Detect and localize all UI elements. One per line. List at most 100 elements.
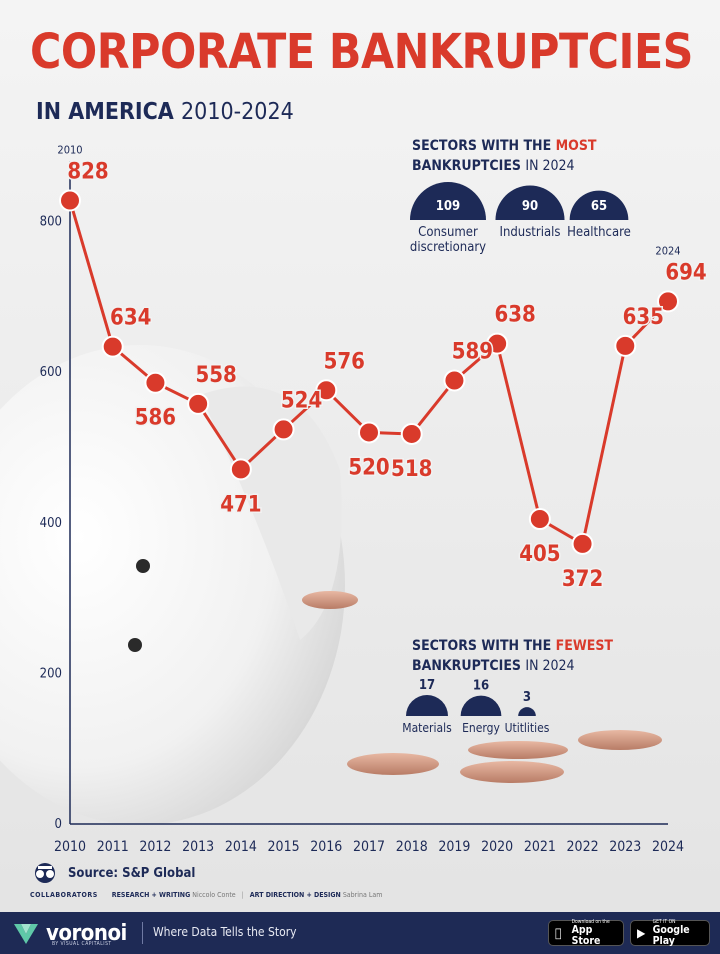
voronoi-logo[interactable]: voronoi xyxy=(12,920,127,946)
sector-fewest-label: Materials xyxy=(402,721,452,735)
data-point xyxy=(528,508,551,531)
data-point xyxy=(571,532,594,555)
coin-icon xyxy=(578,730,662,750)
visual-capitalist-logo-icon xyxy=(35,863,55,883)
data-label: 558 xyxy=(195,363,236,388)
data-label: 634 xyxy=(110,306,151,331)
tagline: Where Data Tells the Story xyxy=(153,925,297,939)
piggy-eye-icon xyxy=(136,559,150,573)
research-label: RESEARCH + WRITING xyxy=(111,891,191,899)
data-label: 576 xyxy=(324,349,365,374)
data-label: 524 xyxy=(281,388,322,413)
google-play-small: GET IT ON xyxy=(652,919,676,925)
x-tick-label: 2023 xyxy=(609,839,641,855)
x-tick-label: 2018 xyxy=(396,839,428,855)
data-point xyxy=(486,332,509,355)
sectors-fewest-heading-line2: BANKRUPTCIES IN 2024 xyxy=(412,658,575,674)
sector-most-badge xyxy=(410,182,486,220)
data-label: 518 xyxy=(391,457,432,482)
google-play-button[interactable]: ▶ GET IT ON Google Play xyxy=(630,920,710,946)
data-point xyxy=(657,290,679,313)
sector-most-label: Consumer xyxy=(418,225,478,240)
sector-most-label: Industrials xyxy=(500,225,561,240)
page-subtitle: IN AMERICA 2010-2024 xyxy=(36,99,294,125)
sector-fewest-badge xyxy=(460,695,502,716)
sector-fewest-value: 16 xyxy=(473,679,489,694)
art-name: Sabrina Lam xyxy=(342,891,383,899)
sectors-fewest-panel: SECTORS WITH THE FEWEST BANKRUPTCIES IN … xyxy=(402,638,613,735)
coin-icon xyxy=(302,591,358,609)
footer-bar: voronoi BY VISUAL CAPITALIST Where Data … xyxy=(0,912,720,954)
subtitle-lead: IN AMERICA xyxy=(36,99,174,125)
coin-icon xyxy=(347,753,439,775)
data-label: 694 xyxy=(665,260,706,285)
x-tick-label: 2019 xyxy=(438,839,470,855)
page-title: CORPORATE BANKRUPTCIES xyxy=(30,24,693,80)
y-tick-label: 800 xyxy=(40,215,62,230)
app-store-label: App Store xyxy=(571,924,601,947)
data-point xyxy=(443,369,466,392)
x-tick-label: 2015 xyxy=(268,839,300,855)
bankruptcies-line-chart: 0 200 400 600 800 2010 2011 2012 2013 2014 2015 201… xyxy=(0,138,708,855)
piggy-eye-icon xyxy=(128,638,142,652)
sector-most-badge xyxy=(495,185,565,220)
data-label: 471 xyxy=(220,492,261,517)
sectors-most-heading: SECTORS WITH THE MOST xyxy=(412,138,597,154)
sector-fewest-value: 3 xyxy=(523,690,531,705)
data-point xyxy=(614,334,637,357)
sector-fewest-label: Energy xyxy=(462,721,500,735)
sector-most-label: Healthcare xyxy=(567,225,631,240)
collaborators-divider: | xyxy=(241,891,244,899)
art-label: ART DIRECTION + DESIGN xyxy=(249,891,341,899)
data-label: 372 xyxy=(562,567,603,592)
data-point xyxy=(315,379,338,402)
sector-most-value: 65 xyxy=(591,199,607,214)
sector-most-badge xyxy=(569,190,629,220)
source-text: Source: S&P Global xyxy=(68,865,196,881)
google-play-label: Google Play xyxy=(652,924,690,947)
sector-most-label: discretionary xyxy=(410,240,486,255)
brand-name: voronoi xyxy=(46,920,127,946)
x-tick-label: 2010 xyxy=(54,839,86,855)
data-point xyxy=(144,371,167,394)
x-tick-label: 2011 xyxy=(97,839,129,855)
sector-fewest-badge xyxy=(518,707,536,716)
x-tick-label: 2016 xyxy=(310,839,342,855)
data-label: 635 xyxy=(623,305,664,330)
sector-fewest-value: 17 xyxy=(419,678,435,693)
sectors-most-heading-line2: BANKRUPTCIES IN 2024 xyxy=(412,158,575,174)
data-point xyxy=(187,392,210,415)
footer-divider xyxy=(142,922,143,944)
voronoi-mark-icon xyxy=(14,924,38,944)
sectors-fewest-heading: SECTORS WITH THE FEWEST xyxy=(412,638,613,654)
chart-series xyxy=(59,189,679,555)
x-tick-label: 2024 xyxy=(652,839,684,855)
sector-fewest-badge xyxy=(406,695,448,716)
y-tick-label: 400 xyxy=(40,516,62,531)
start-year-label: 2010 xyxy=(57,144,82,157)
brand-sub: BY VISUAL CAPITALIST xyxy=(52,941,112,947)
data-label: 828 xyxy=(67,160,108,185)
y-tick-label: 600 xyxy=(40,365,62,380)
x-tick-label: 2014 xyxy=(225,839,257,855)
piggy-bank-illustration xyxy=(0,345,358,825)
collaborators-line: COLLABORATORS RESEARCH + WRITING Niccolo… xyxy=(30,891,382,899)
research-name: Niccolo Conte xyxy=(192,891,236,899)
source-line: Source: S&P Global xyxy=(30,862,195,884)
data-point xyxy=(358,421,380,444)
play-triangle-icon: ▶ xyxy=(637,926,646,940)
app-store-button[interactable]:  Download on the App Store xyxy=(548,920,624,946)
sector-fewest-label: Utitlities xyxy=(505,721,550,735)
data-point xyxy=(59,189,81,212)
subtitle-years: 2010-2024 xyxy=(181,99,294,125)
data-label: 638 xyxy=(494,303,535,328)
collaborators-heading: COLLABORATORS xyxy=(30,891,98,899)
coin-icon xyxy=(460,761,564,783)
data-label: 520 xyxy=(348,455,389,480)
data-point xyxy=(229,458,252,481)
data-label: 405 xyxy=(519,542,560,567)
apple-icon:  xyxy=(555,926,569,940)
x-tick-label: 2021 xyxy=(524,839,556,855)
